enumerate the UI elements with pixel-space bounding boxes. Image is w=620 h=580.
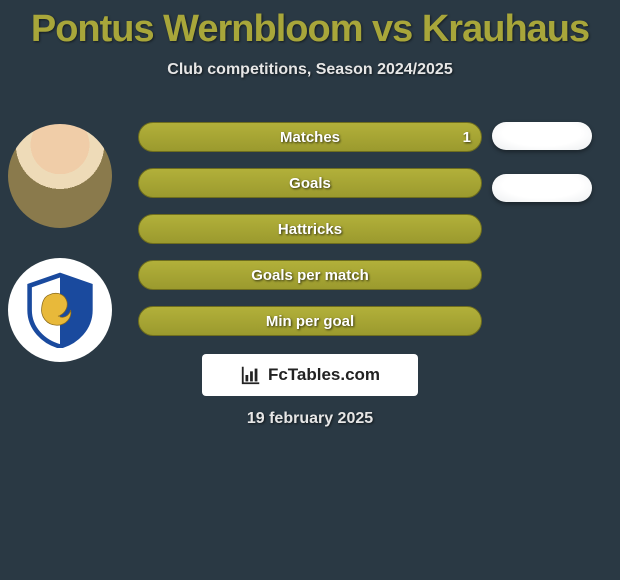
player-avatar bbox=[8, 124, 112, 228]
bar-matches: Matches 1 bbox=[138, 122, 482, 152]
season-subtitle: Club competitions, Season 2024/2025 bbox=[0, 61, 620, 79]
bar-min-per-goal: Min per goal bbox=[138, 306, 482, 336]
bar-label: Goals per match bbox=[251, 267, 369, 284]
bar-label: Goals bbox=[289, 175, 331, 192]
source-badge: FcTables.com bbox=[202, 354, 418, 396]
pill-goals bbox=[492, 174, 592, 202]
bar-label: Min per goal bbox=[266, 313, 354, 330]
stat-bars: Matches 1 Goals Hattricks Goals per matc… bbox=[138, 122, 482, 352]
pill-matches bbox=[492, 122, 592, 150]
bar-value: 1 bbox=[463, 129, 471, 146]
bar-label: Hattricks bbox=[278, 221, 342, 238]
date-text: 19 february 2025 bbox=[0, 410, 620, 428]
bar-hattricks: Hattricks bbox=[138, 214, 482, 244]
bar-goals-per-match: Goals per match bbox=[138, 260, 482, 290]
club-badge bbox=[8, 258, 112, 362]
bar-goals: Goals bbox=[138, 168, 482, 198]
source-text: FcTables.com bbox=[268, 365, 380, 385]
bar-label: Matches bbox=[280, 129, 340, 146]
club-crest-icon bbox=[22, 272, 98, 348]
page-title: Pontus Wernbloom vs Krauhaus bbox=[0, 0, 620, 51]
opponent-pills bbox=[492, 122, 592, 226]
chart-icon bbox=[240, 364, 262, 386]
